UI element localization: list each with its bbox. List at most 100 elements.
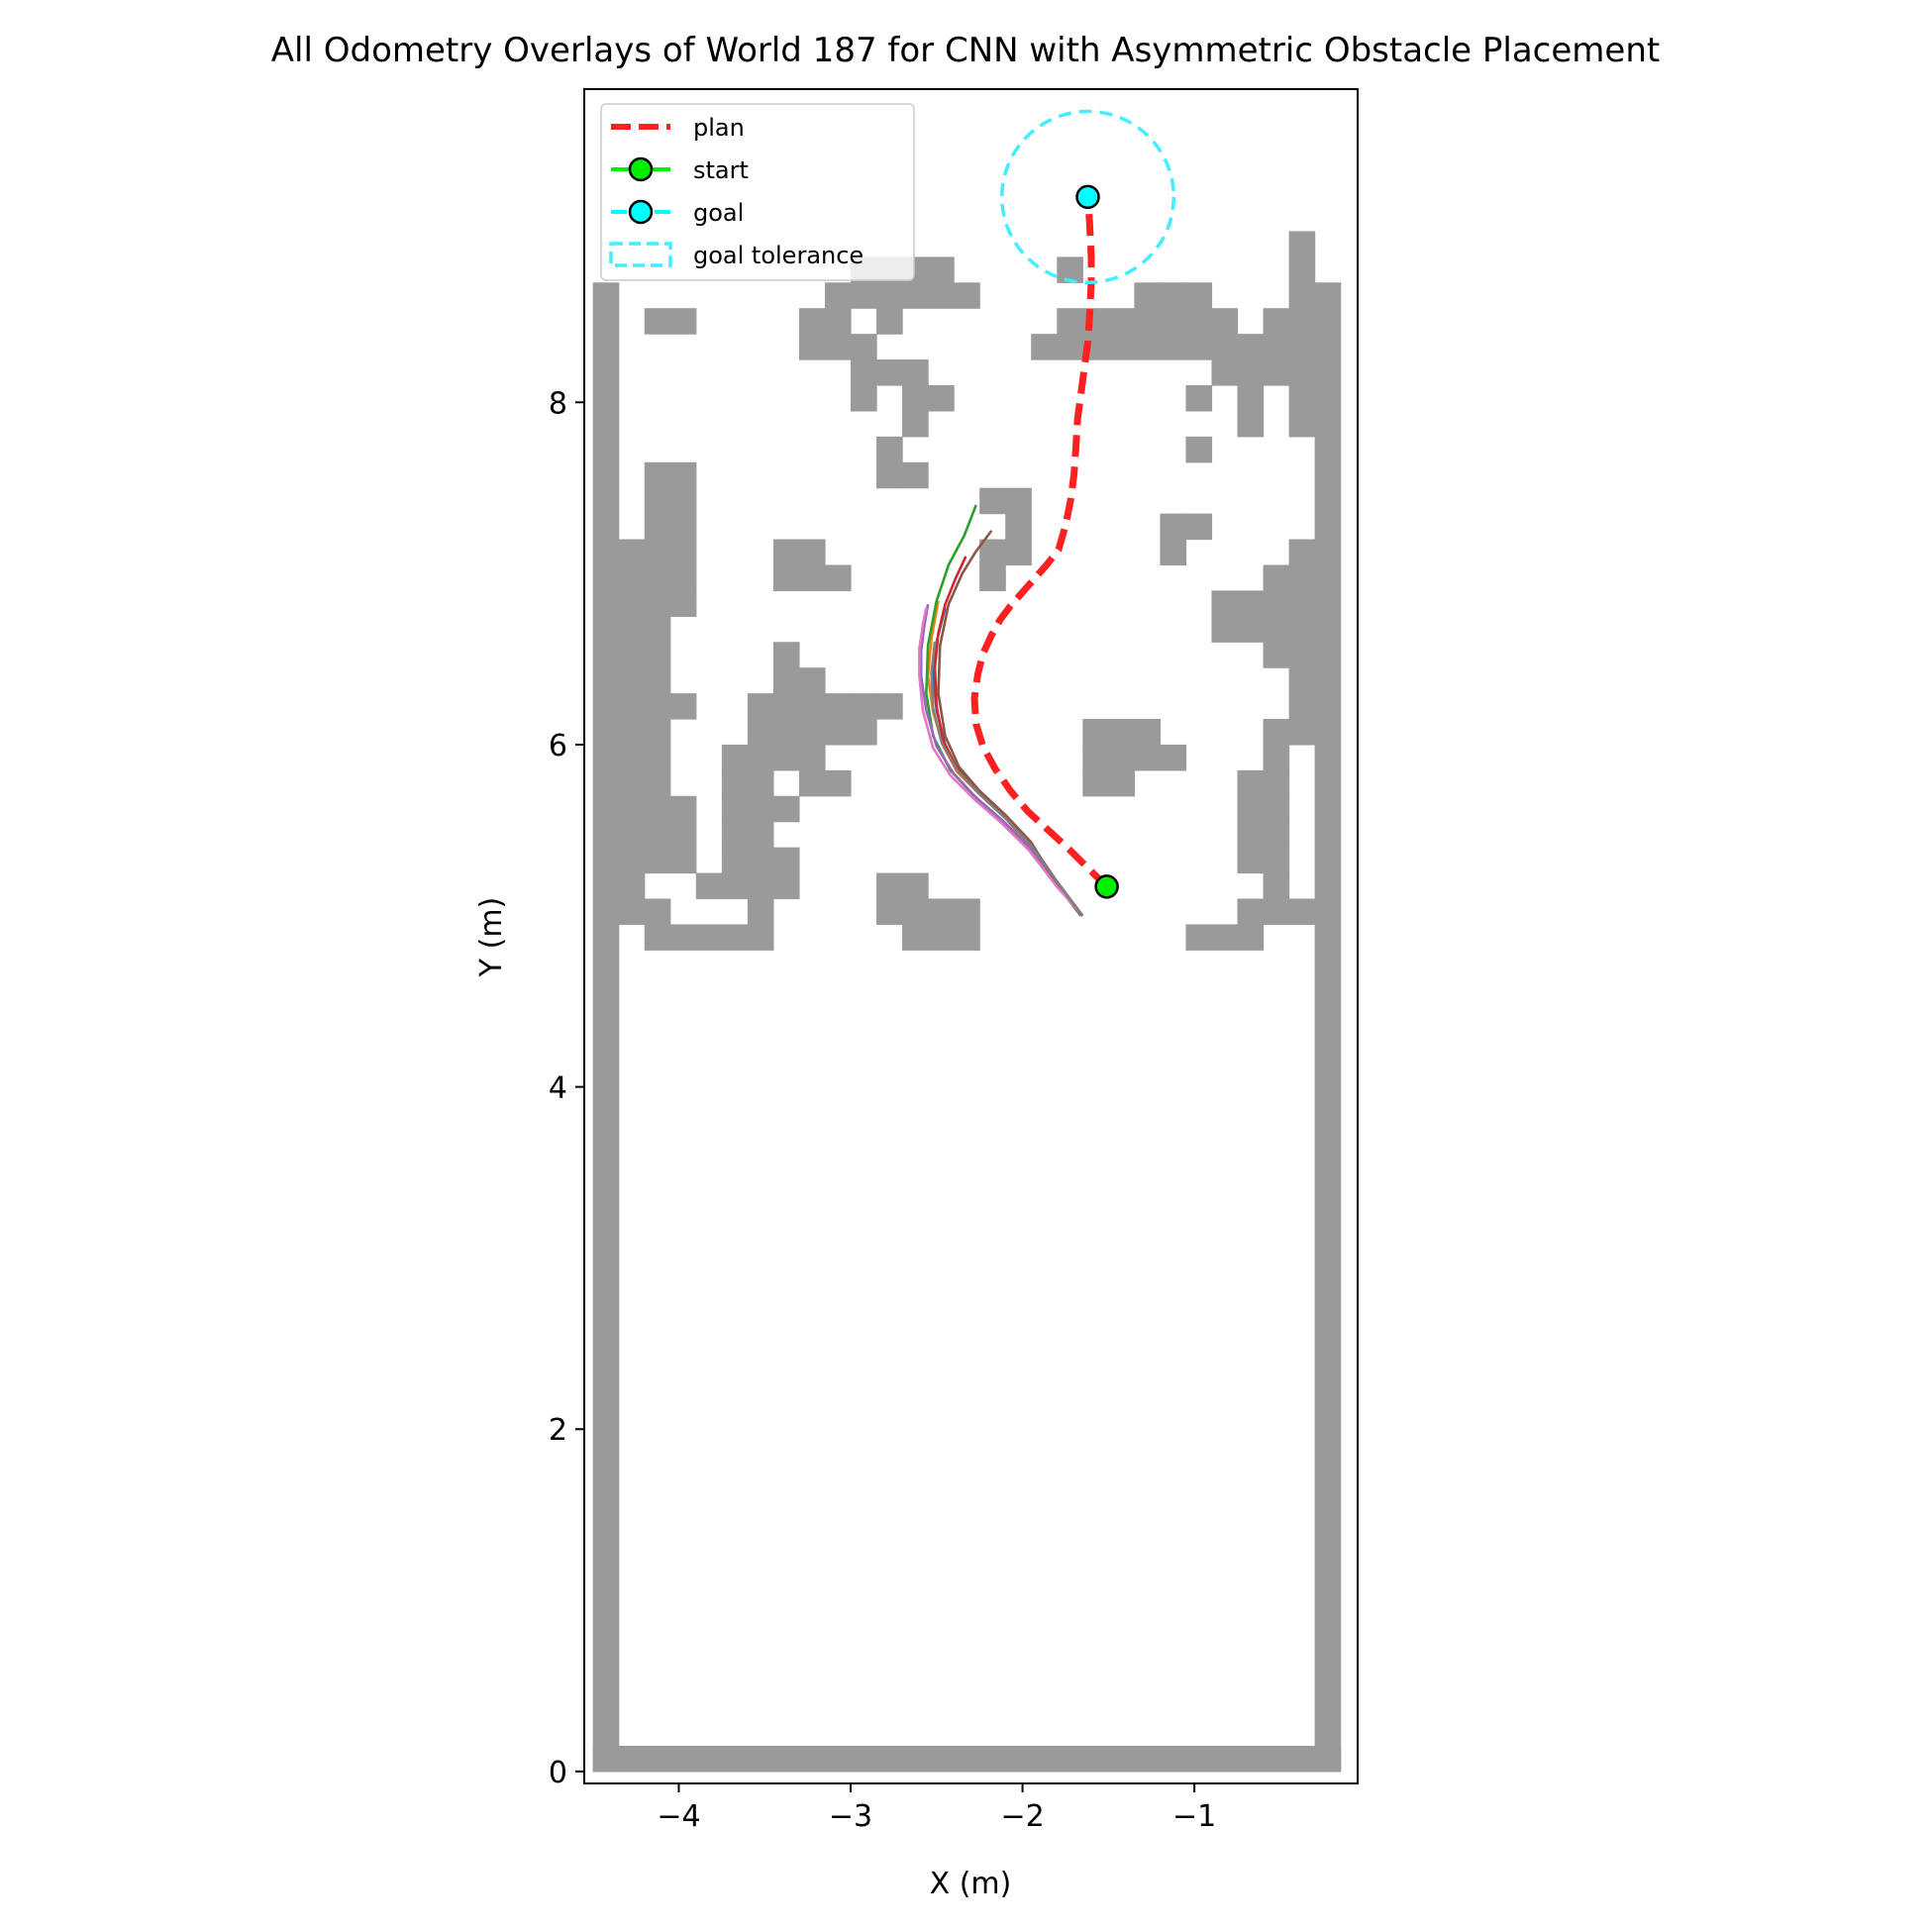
- obstacle-cell: [1185, 282, 1213, 309]
- obstacle-cell: [1160, 513, 1187, 541]
- obstacle-cell: [1185, 308, 1213, 335]
- obstacle-cell: [1237, 898, 1265, 926]
- obstacle-cell: [1288, 282, 1316, 309]
- obstacle-cell: [644, 769, 671, 797]
- x-tick-label: −2: [1000, 1799, 1044, 1834]
- plan-layer: [970, 196, 1110, 889]
- obstacle-cell: [902, 898, 929, 926]
- y-axis-label: Y (m): [474, 897, 509, 978]
- legend-box: [600, 103, 915, 281]
- obstacle-cell: [772, 872, 800, 900]
- obstacle-cell: [1057, 334, 1083, 360]
- obstacle-cell: [772, 667, 800, 694]
- obstacle-cell: [851, 334, 877, 360]
- obstacle-cell: [824, 719, 852, 746]
- obstacle-cell: [876, 872, 903, 900]
- obstacle-cell: [669, 539, 697, 566]
- obstacle-cell: [1005, 513, 1032, 541]
- obstacle-cell: [772, 693, 800, 720]
- obstacle-cell: [644, 821, 671, 849]
- obstacle-cell: [1057, 308, 1083, 335]
- obstacle-cell: [798, 769, 826, 797]
- y-tick-label: 4: [549, 1071, 567, 1106]
- obstacle-cell: [772, 744, 800, 771]
- obstacle-cell: [1237, 384, 1265, 412]
- obstacle-cell: [721, 769, 749, 797]
- x-tick-label: −1: [1172, 1799, 1216, 1834]
- obstacle-cell: [669, 590, 697, 617]
- obstacle-cell: [618, 821, 646, 849]
- obstacle-cell: [876, 359, 903, 386]
- obstacle-cell: [772, 564, 800, 591]
- obstacle-cell: [1185, 384, 1213, 412]
- obstacle-cell: [876, 898, 903, 926]
- obstacle-cell: [1263, 564, 1290, 591]
- obstacle-cell: [772, 847, 800, 874]
- obstacle-cell: [928, 384, 955, 412]
- obstacle-cell: [644, 590, 671, 617]
- obstacle-cell: [1288, 410, 1316, 438]
- obstacle-cell: [902, 359, 929, 386]
- obstacle-cell: [851, 693, 877, 720]
- obstacle-cell: [1288, 334, 1316, 360]
- obstacle-cell: [669, 795, 697, 823]
- obstacle-cell: [618, 898, 646, 926]
- obstacle-cell: [798, 667, 826, 694]
- obstacle-cell: [1185, 436, 1213, 463]
- obstacle-cell: [721, 795, 749, 823]
- obstacle-cell: [772, 642, 800, 668]
- obstacle-cell: [1263, 847, 1290, 874]
- obstacle-cell: [618, 590, 646, 617]
- y-tick-label: 0: [549, 1756, 567, 1790]
- x-axis-label: X (m): [930, 1867, 1012, 1901]
- obstacle-cell: [695, 924, 723, 951]
- obstacle-cell: [618, 769, 646, 797]
- obstacle-cell: [798, 564, 826, 591]
- obstacle-cell: [669, 308, 697, 335]
- obstacle-cell: [644, 513, 671, 541]
- goal-tolerance-circle: [999, 109, 1176, 285]
- obstacle-cell: [772, 795, 800, 823]
- obstacle-cell: [669, 461, 697, 489]
- obstacle-cell: [798, 744, 826, 771]
- obstacle-cell: [1108, 744, 1135, 771]
- obstacle-cell: [979, 539, 1006, 566]
- obstacle-cell: [1160, 744, 1187, 771]
- obstacle-cell: [618, 642, 646, 668]
- obstacle-cell: [1263, 359, 1290, 386]
- obstacle-cell: [644, 667, 671, 694]
- legend-tolerance-swatch: [609, 242, 672, 267]
- obstacle-cell: [747, 795, 774, 823]
- obstacle-cell: [979, 564, 1006, 591]
- legend: plan start goal goal tolerance: [600, 103, 915, 281]
- obstacle-cell: [747, 719, 774, 746]
- obstacle-cell: [798, 334, 826, 360]
- obstacle-cell: [1160, 282, 1187, 309]
- obstacle-cell: [1288, 564, 1316, 591]
- legend-marker-swatch: [628, 156, 654, 182]
- obstacle-cell: [1031, 334, 1058, 360]
- wall-left: [592, 282, 620, 1773]
- obstacle-cell: [1288, 308, 1316, 335]
- obstacle-cell: [954, 898, 980, 926]
- odometry-trace: [930, 642, 1084, 917]
- obstacle-cell: [1237, 616, 1265, 643]
- obstacle-cell: [1211, 590, 1239, 617]
- obstacle-cell: [1005, 487, 1032, 515]
- chart-title: All Odometry Overlays of World 187 for C…: [271, 31, 1660, 70]
- obstacle-cell: [618, 872, 646, 900]
- y-tick-label: 8: [549, 386, 567, 421]
- obstacle-cell: [876, 436, 903, 463]
- obstacle-cell: [798, 693, 826, 720]
- obstacle-cell: [618, 847, 646, 874]
- obstacle-cell: [669, 564, 697, 591]
- obstacle-cell: [876, 282, 903, 309]
- obstacle-cell: [618, 795, 646, 823]
- obstacle-cell: [644, 642, 671, 668]
- obstacle-cell: [1237, 334, 1265, 360]
- obstacle-cell: [902, 410, 929, 438]
- obstacle-cell: [1288, 642, 1316, 668]
- obstacle-cell: [1288, 616, 1316, 643]
- obstacle-cell: [824, 334, 852, 360]
- obstacle-cell: [644, 693, 671, 720]
